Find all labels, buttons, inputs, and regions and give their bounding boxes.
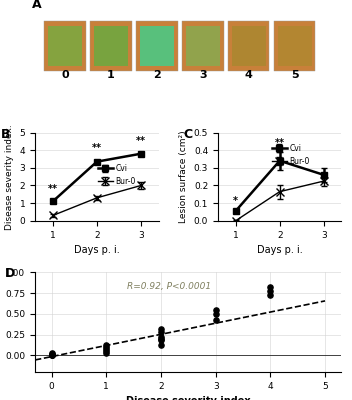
Text: **: ** <box>92 143 102 153</box>
Point <box>103 346 109 352</box>
FancyBboxPatch shape <box>186 26 220 66</box>
FancyBboxPatch shape <box>94 26 128 66</box>
Text: **: ** <box>275 138 285 148</box>
Text: 4: 4 <box>245 70 253 80</box>
Text: 0: 0 <box>61 70 69 80</box>
X-axis label: Days p. i.: Days p. i. <box>74 245 120 255</box>
Text: 5: 5 <box>291 70 298 80</box>
FancyBboxPatch shape <box>90 21 132 71</box>
Text: **: ** <box>48 184 58 194</box>
Point <box>49 351 55 358</box>
Legend: Cvi, Bur-0: Cvi, Bur-0 <box>95 161 139 189</box>
Text: D: D <box>5 267 15 280</box>
FancyBboxPatch shape <box>278 26 312 66</box>
Point <box>49 350 55 357</box>
Text: **: ** <box>136 136 146 146</box>
Y-axis label: Disease severity index.: Disease severity index. <box>5 124 14 230</box>
Point <box>268 287 273 294</box>
Point <box>158 336 164 342</box>
Point <box>49 351 55 358</box>
FancyBboxPatch shape <box>48 26 82 66</box>
Point <box>268 292 273 299</box>
X-axis label: Disease severity index: Disease severity index <box>126 396 251 400</box>
Point <box>158 329 164 335</box>
Point <box>158 342 164 348</box>
Point <box>158 337 164 344</box>
Point <box>158 326 164 332</box>
Point <box>213 310 219 317</box>
FancyBboxPatch shape <box>136 21 178 71</box>
Text: R=0.92, P<0.0001: R=0.92, P<0.0001 <box>127 282 211 291</box>
Text: 1: 1 <box>107 70 115 80</box>
FancyBboxPatch shape <box>140 26 174 66</box>
FancyBboxPatch shape <box>228 21 270 71</box>
Point <box>49 350 55 356</box>
Text: 3: 3 <box>199 70 207 80</box>
Y-axis label: Lesion surface (cm²): Lesion surface (cm²) <box>179 130 188 223</box>
FancyBboxPatch shape <box>44 21 86 71</box>
Text: B: B <box>1 128 10 141</box>
Text: 2: 2 <box>153 70 161 80</box>
Point <box>103 344 109 350</box>
Point <box>213 306 219 313</box>
Point <box>213 317 219 324</box>
Point <box>103 348 109 354</box>
X-axis label: Days p. i.: Days p. i. <box>257 245 303 255</box>
Text: C: C <box>183 128 193 141</box>
Point <box>49 352 55 358</box>
Point <box>268 284 273 290</box>
Legend: Cvi, Bur-0: Cvi, Bur-0 <box>269 141 313 169</box>
FancyBboxPatch shape <box>182 21 224 71</box>
FancyBboxPatch shape <box>274 21 315 71</box>
Point <box>103 350 109 356</box>
FancyBboxPatch shape <box>232 26 266 66</box>
Point <box>158 334 164 340</box>
Text: A: A <box>32 0 42 11</box>
Point <box>103 342 109 348</box>
Text: *: * <box>233 196 238 206</box>
